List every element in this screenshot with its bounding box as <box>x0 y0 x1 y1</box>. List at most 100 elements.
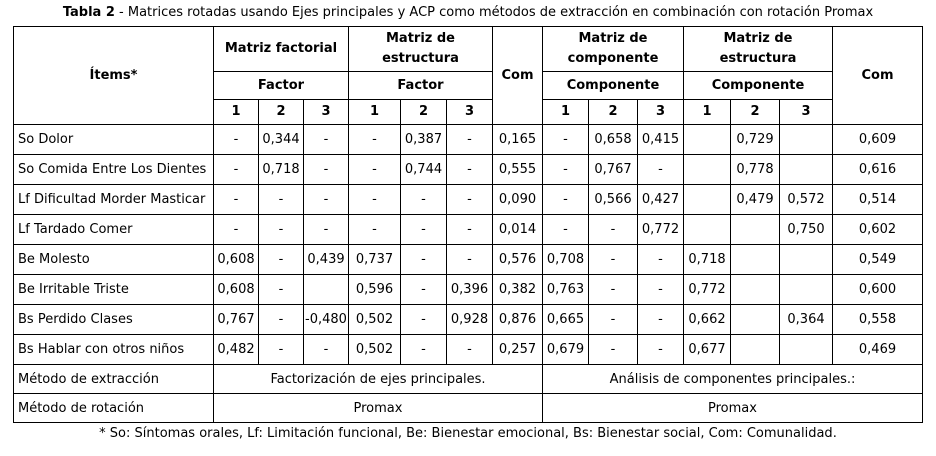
value-cell: - <box>303 214 349 245</box>
table-row: Be Molesto 0,608-0,439 0,737- -0,576 0,708- -… <box>13 244 923 275</box>
value-cell: 0,549 <box>832 244 923 275</box>
value-cell: 0,665 <box>542 304 589 335</box>
value-cell: 0,576 <box>492 244 543 275</box>
value-cell <box>683 124 731 155</box>
value-cell <box>779 154 833 185</box>
value-cell: - <box>588 214 638 245</box>
value-cell: - <box>258 214 304 245</box>
value-cell: 0,502 <box>348 334 401 365</box>
value-cell <box>779 334 833 365</box>
value-cell: - <box>446 244 493 275</box>
table-row: Lf Dificultad Morder Masticar - - - - - -0,090… <box>13 184 923 215</box>
value-cell: - <box>446 214 493 245</box>
value-cell: 0,708 <box>542 244 589 275</box>
table-footnote: * So: Síntomas orales, Lf: Limitación fu… <box>99 426 837 441</box>
value-cell: - <box>588 334 638 365</box>
value-cell: 0,767 <box>588 154 638 185</box>
value-cell: 0,772 <box>683 274 731 305</box>
extraction-method-row: Método de extracción Factorización de ej… <box>13 364 923 394</box>
value-cell: - <box>303 334 349 365</box>
value-cell: - <box>303 184 349 215</box>
sub-header-componente-2: Componente <box>683 71 833 100</box>
value-cell: 0,928 <box>446 304 493 335</box>
value-cell: 0,572 <box>779 184 833 215</box>
row-item-label: So Comida Entre Los Dientes <box>13 154 214 185</box>
value-cell: 0,555 <box>492 154 543 185</box>
rotation-method-right: Promax <box>542 393 923 423</box>
table-title-text: - Matrices rotadas usando Ejes principal… <box>119 5 874 20</box>
value-cell: 0,608 <box>213 244 259 275</box>
value-cell: - <box>588 304 638 335</box>
table-row: Bs Hablar con otros niños 0,482- -0,502- -0… <box>13 334 923 365</box>
extraction-method-left: Factorización de ejes principales. <box>213 364 543 394</box>
table-row: Lf Tardado Comer - - - - - -0,014- -0,772 0,750 0… <box>13 214 923 245</box>
value-cell: 0,737 <box>348 244 401 275</box>
value-cell: - <box>446 184 493 215</box>
value-cell: 0,616 <box>832 154 923 185</box>
col-header-g1-2: 2 <box>258 99 304 125</box>
value-cell: - <box>258 304 304 335</box>
value-cell: 0,718 <box>683 244 731 275</box>
items-header: Ítems* <box>13 26 214 125</box>
value-cell: - <box>400 214 447 245</box>
value-cell <box>683 214 731 245</box>
group-header-matriz-componente: Matriz de componente <box>542 26 684 72</box>
value-cell: 0,387 <box>400 124 447 155</box>
value-cell: - <box>258 274 304 305</box>
header-row-sub: Factor Factor Componente Componente <box>14 71 923 100</box>
table-footer: Método de extracción Factorización de ej… <box>13 364 923 423</box>
value-cell: 0,469 <box>832 334 923 365</box>
col-header-g1-1: 1 <box>213 99 259 125</box>
value-cell <box>730 334 780 365</box>
col-header-g2-1: 1 <box>348 99 401 125</box>
value-cell: - <box>400 304 447 335</box>
value-cell: 0,876 <box>492 304 543 335</box>
value-cell: 0,729 <box>730 124 780 155</box>
table-title-label: Tabla 2 <box>62 5 115 20</box>
rotation-method-label: Método de rotación <box>13 393 214 423</box>
value-cell: 0,165 <box>492 124 543 155</box>
value-cell: 0,482 <box>213 334 259 365</box>
value-cell: 0,566 <box>588 184 638 215</box>
value-cell: 0,658 <box>588 124 638 155</box>
value-cell: - <box>258 334 304 365</box>
col-header-g4-3: 3 <box>779 99 833 125</box>
table-body: So Dolor -0,344- -0,387-0,165-0,658 0,415 0,… <box>13 124 923 365</box>
value-cell: - <box>542 154 589 185</box>
value-cell: 0,718 <box>258 154 304 185</box>
row-item-label: Be Irritable Triste <box>13 274 214 305</box>
value-cell: 0,600 <box>832 274 923 305</box>
value-cell: - <box>348 214 401 245</box>
value-cell: 0,677 <box>683 334 731 365</box>
table-header: Ítems* Matriz factorial Matriz de estruc… <box>13 26 923 125</box>
value-cell <box>683 184 731 215</box>
value-cell <box>779 274 833 305</box>
table-title: Tabla 2 - Matrices rotadas usando Ejes p… <box>0 0 936 20</box>
table-row: Be Irritable Triste 0,608-0,596-0,396 0,38… <box>13 274 923 305</box>
value-cell: - <box>400 184 447 215</box>
col-header-g3-1: 1 <box>542 99 589 125</box>
value-cell: 0,439 <box>303 244 349 275</box>
value-cell: - <box>348 154 401 185</box>
value-cell: 0,502 <box>348 304 401 335</box>
row-item-label: Bs Perdido Clases <box>13 304 214 335</box>
value-cell <box>683 154 731 185</box>
value-cell: - <box>637 154 684 185</box>
value-cell: - <box>303 124 349 155</box>
value-cell: 0,427 <box>637 184 684 215</box>
row-item-label: So Dolor <box>13 124 214 155</box>
value-cell <box>730 244 780 275</box>
row-item-label: Lf Tardado Comer <box>13 214 214 245</box>
value-cell: - <box>637 334 684 365</box>
com-header-right: Com <box>832 26 923 125</box>
value-cell: - <box>258 184 304 215</box>
table-row: So Comida Entre Los Dientes -0,718- -0,744… <box>13 154 923 185</box>
value-cell: - <box>542 124 589 155</box>
value-cell: - <box>542 214 589 245</box>
col-header-g2-2: 2 <box>400 99 447 125</box>
value-cell <box>779 124 833 155</box>
results-table: Ítems* Matriz factorial Matriz de estruc… <box>13 26 923 423</box>
com-header-left: Com <box>492 26 543 125</box>
col-header-g1-3: 3 <box>303 99 349 125</box>
value-cell: - <box>400 274 447 305</box>
